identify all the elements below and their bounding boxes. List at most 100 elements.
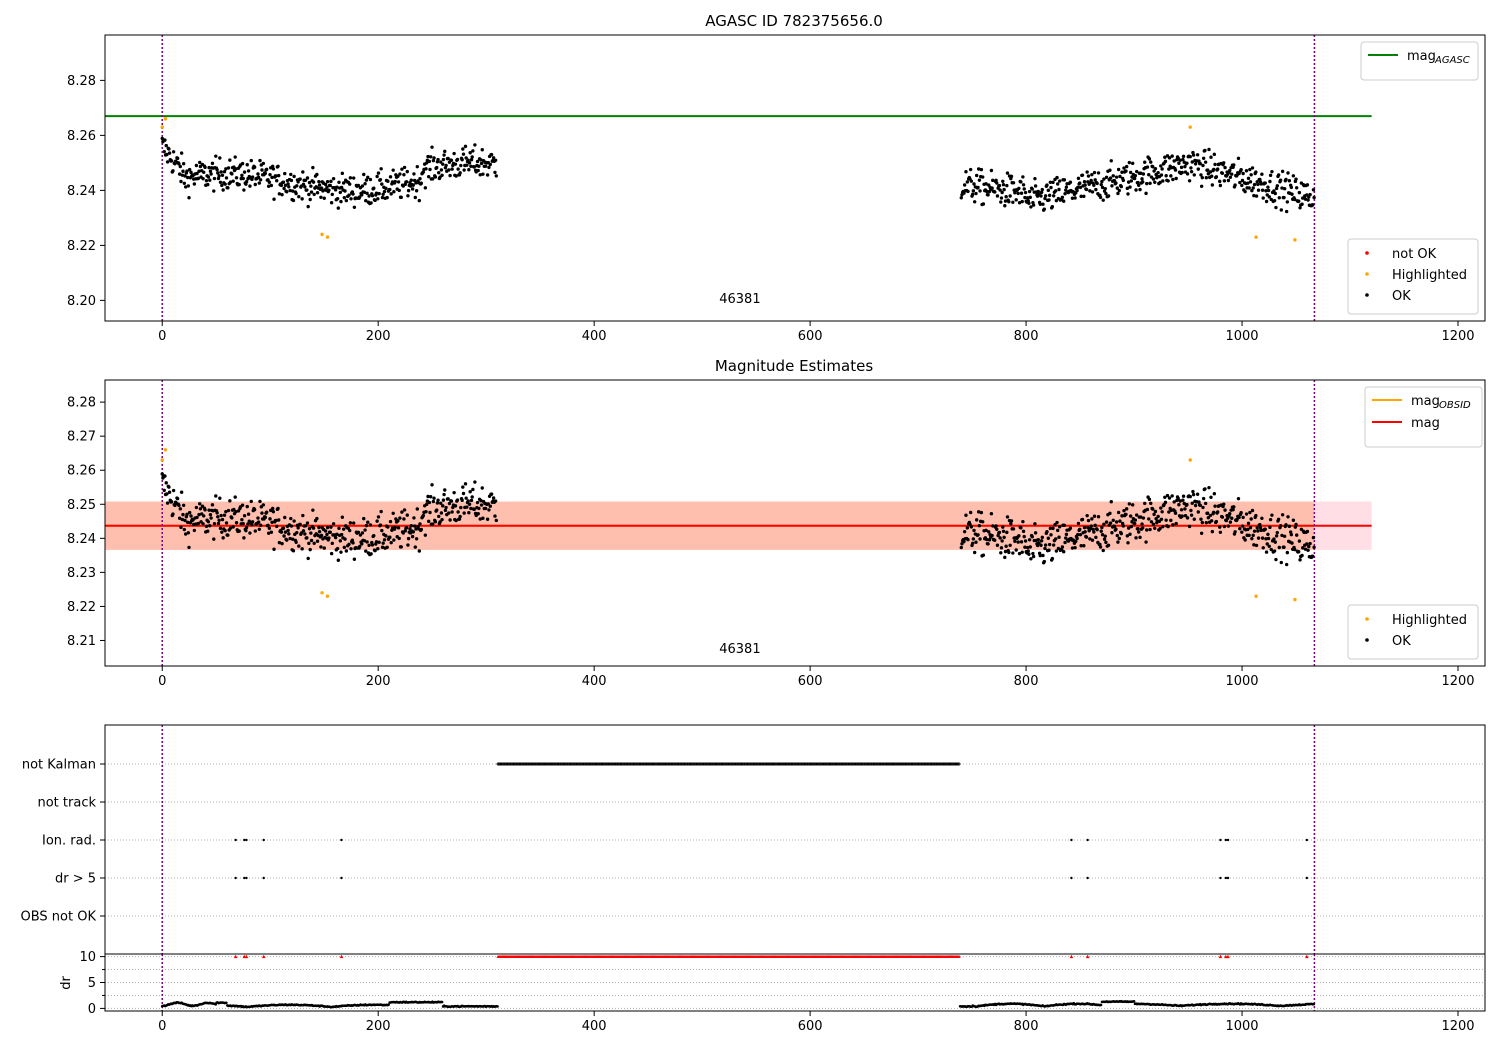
ok-point	[1307, 544, 1311, 549]
ok-point	[479, 158, 483, 162]
p2-ytick-label: 8.25	[67, 498, 96, 513]
ok-point	[1145, 507, 1150, 512]
ok-point	[234, 509, 238, 514]
ok-point	[339, 199, 343, 204]
ok-point	[177, 162, 181, 166]
ok-point	[365, 191, 369, 195]
ok-point	[283, 530, 288, 534]
ok-point	[393, 525, 397, 530]
ok-point	[439, 501, 443, 505]
ok-point	[1053, 189, 1058, 193]
ok-point	[995, 527, 999, 531]
highlighted-point	[163, 117, 168, 121]
ok-point	[1041, 202, 1045, 206]
ok-point	[347, 542, 351, 546]
ok-point	[1167, 510, 1171, 514]
ok-point	[409, 524, 413, 528]
ok-point	[444, 505, 448, 510]
ok-point	[438, 520, 442, 524]
legend-label: Highlighted	[1392, 268, 1467, 283]
ok-point	[339, 532, 344, 537]
ok-point	[489, 492, 494, 496]
ok-point	[1174, 521, 1178, 526]
ok-point	[347, 182, 352, 186]
ok-point	[1009, 519, 1014, 523]
ok-point	[441, 162, 445, 166]
ok-point	[1213, 504, 1217, 508]
dr-gt5-marker	[1086, 876, 1089, 880]
ok-point	[303, 178, 308, 182]
ok-point	[449, 499, 454, 503]
ok-point	[493, 158, 498, 162]
ok-point	[1055, 182, 1060, 186]
ok-point	[1199, 517, 1203, 521]
ok-point	[322, 546, 326, 550]
dr-gt5-marker	[1226, 876, 1230, 880]
ok-point	[336, 558, 341, 562]
ok-point	[294, 540, 298, 544]
ok-point	[969, 525, 974, 529]
ok-point	[402, 508, 407, 512]
ok-point	[214, 494, 218, 498]
ok-point	[1033, 522, 1037, 526]
ok-point	[338, 539, 343, 543]
ok-point	[1053, 523, 1057, 527]
ok-point	[1193, 503, 1198, 508]
ok-point	[1020, 550, 1024, 554]
ok-point	[258, 178, 263, 182]
dr-point	[1132, 999, 1136, 1003]
ok-point	[493, 499, 498, 503]
ok-point	[1248, 526, 1253, 530]
ok-point	[1070, 546, 1075, 550]
ok-point	[376, 515, 381, 519]
ok-point	[1114, 520, 1119, 524]
ok-point	[1086, 525, 1090, 530]
p1-ytick-label: 8.22	[67, 239, 96, 254]
ok-point	[1203, 487, 1207, 491]
ok-point	[1270, 169, 1274, 174]
ok-point	[1291, 174, 1296, 178]
ok-point	[230, 172, 234, 176]
ok-point	[993, 190, 997, 194]
ok-point	[471, 487, 475, 492]
ok-point	[175, 496, 180, 501]
ok-point	[412, 516, 416, 520]
ok-point	[1103, 186, 1107, 191]
ok-point	[479, 161, 484, 166]
ok-point	[985, 537, 989, 542]
ok-point	[325, 179, 330, 184]
ok-point	[1167, 156, 1172, 160]
ok-point	[309, 190, 314, 194]
ok-point	[296, 180, 300, 184]
ok-point	[268, 172, 272, 177]
ok-point	[442, 492, 446, 497]
ok-point	[358, 544, 362, 549]
ok-point	[493, 170, 497, 175]
ok-point	[1275, 184, 1279, 188]
ok-point	[1022, 534, 1026, 539]
ok-point	[431, 177, 435, 181]
ok-point	[231, 525, 235, 529]
ok-point	[169, 500, 174, 504]
ok-point	[1264, 550, 1269, 554]
ok-point	[1222, 524, 1227, 529]
ok-point	[465, 163, 469, 167]
ok-point	[1256, 536, 1261, 540]
ok-point	[1076, 521, 1081, 526]
ok-point	[1019, 526, 1023, 530]
ok-point	[418, 522, 422, 526]
ok-point	[220, 183, 224, 188]
ok-point	[1200, 520, 1205, 525]
ok-point	[1238, 526, 1242, 531]
ok-point	[450, 167, 454, 171]
ok-point	[1247, 186, 1251, 190]
ok-point	[1011, 551, 1015, 555]
ok-point	[389, 540, 393, 545]
ok-point	[966, 537, 970, 542]
ok-point	[978, 189, 982, 193]
ok-point	[347, 193, 351, 197]
ok-point	[214, 154, 218, 158]
ok-point	[301, 182, 306, 186]
ok-point	[397, 188, 401, 193]
ok-point	[1041, 553, 1045, 558]
